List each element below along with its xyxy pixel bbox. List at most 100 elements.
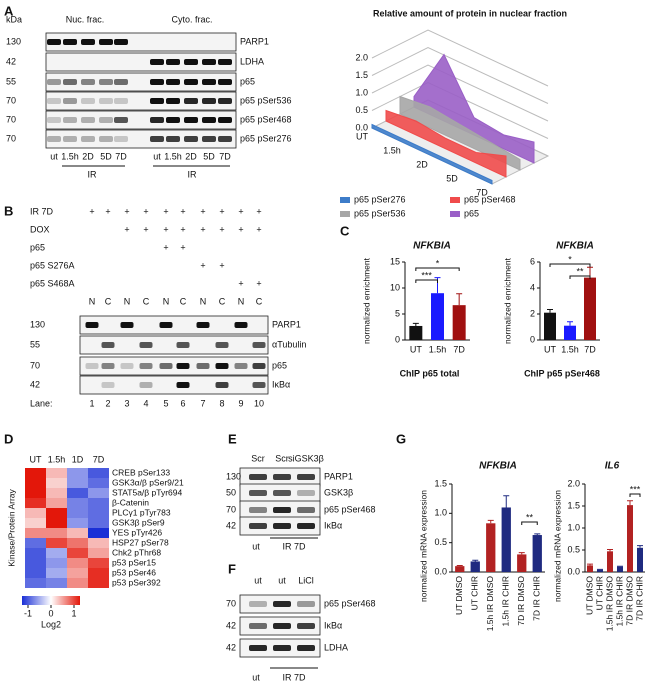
chart-title: NFKBIA bbox=[413, 241, 451, 252]
fraction-label: N bbox=[124, 296, 131, 306]
y-tick-label: 0.0 bbox=[434, 566, 447, 576]
lane-label: ut bbox=[50, 151, 58, 161]
lane-label: LiCl bbox=[298, 575, 314, 585]
heatmap-cell bbox=[46, 548, 67, 558]
blot-band bbox=[184, 136, 198, 142]
blot-band bbox=[99, 79, 113, 85]
blot-band bbox=[159, 322, 173, 328]
heatmap-cell bbox=[46, 488, 67, 498]
blot-band bbox=[166, 117, 180, 123]
legend-swatch bbox=[340, 211, 350, 217]
lane-number: 2 bbox=[105, 398, 110, 408]
row-label: p53 pSer46 bbox=[112, 567, 156, 577]
lane-number: 8 bbox=[219, 398, 224, 408]
condition-mark: + bbox=[238, 224, 243, 234]
blot-band bbox=[166, 79, 180, 85]
condition-mark: + bbox=[143, 206, 148, 216]
blot-band bbox=[273, 645, 291, 651]
heatmap-cell bbox=[88, 468, 109, 478]
panel-letter: D bbox=[4, 431, 13, 446]
protein-label: LDHA bbox=[324, 642, 348, 652]
condition-mark: + bbox=[124, 224, 129, 234]
legend-label: p65 pSer468 bbox=[464, 194, 516, 204]
column-label: 1D bbox=[72, 454, 84, 464]
bar bbox=[501, 507, 511, 572]
blot-band bbox=[297, 474, 315, 480]
y-axis-label: normalized enrichment bbox=[502, 257, 512, 344]
row-label: YES pTyr426 bbox=[112, 527, 162, 537]
error-bar bbox=[518, 552, 525, 555]
blot-band bbox=[47, 136, 61, 142]
kda-label: 55 bbox=[6, 76, 16, 86]
chart-title: IL6 bbox=[605, 461, 620, 472]
condition-mark: + bbox=[89, 206, 94, 216]
lane-label: ut bbox=[252, 541, 260, 551]
x-tick-label: 1.5h IR DMSO bbox=[604, 576, 614, 632]
kda-label: 70 bbox=[6, 95, 16, 105]
row-label: PLCγ1 pTyr783 bbox=[112, 507, 171, 517]
y-tick-label: 0.5 bbox=[434, 537, 447, 547]
blot-band bbox=[120, 322, 134, 328]
x-tick-label: UT DMSO bbox=[584, 576, 594, 615]
row-label: β-Catenin bbox=[112, 497, 149, 507]
bar bbox=[584, 277, 596, 340]
fraction-label: C bbox=[143, 296, 150, 306]
significance-label: *** bbox=[421, 270, 432, 280]
heatmap-cell bbox=[67, 578, 88, 588]
heatmap-cell bbox=[67, 548, 88, 558]
column-label: 7D bbox=[93, 454, 105, 464]
x-tick-label: 1.5h IR CHIR bbox=[501, 576, 511, 627]
protein-label: p65 pSer276 bbox=[240, 133, 292, 143]
blot-band bbox=[114, 117, 128, 123]
bar bbox=[452, 305, 466, 340]
y-axis-label: Kinase/Protein Array bbox=[6, 489, 16, 567]
blot-band bbox=[47, 79, 61, 85]
x-tick-label: UT bbox=[410, 344, 422, 354]
condition-mark: + bbox=[238, 278, 243, 288]
blot-band bbox=[114, 136, 128, 142]
blot-band bbox=[273, 474, 291, 480]
blot-strip bbox=[45, 72, 237, 92]
heatmap-cell bbox=[25, 518, 46, 528]
treatment-label: IR 7D bbox=[282, 541, 306, 551]
condition-mark: + bbox=[219, 224, 224, 234]
protein-label: p65 pSer536 bbox=[240, 95, 292, 105]
lane-label: 5D bbox=[100, 151, 112, 161]
y-tick-label: 6 bbox=[530, 256, 535, 266]
blot-band bbox=[99, 136, 113, 142]
heatmap-cell bbox=[25, 558, 46, 568]
condition-mark: + bbox=[180, 224, 185, 234]
x-axis-label: ChIP p65 total bbox=[400, 368, 460, 378]
protein-label: PARP1 bbox=[240, 36, 269, 46]
y-tick-label: 4 bbox=[530, 282, 535, 292]
legend-label: p65 bbox=[464, 208, 479, 218]
heatmap-cell bbox=[46, 468, 67, 478]
blot-band bbox=[215, 382, 229, 388]
heatmap-cell bbox=[67, 498, 88, 508]
blot-band bbox=[249, 507, 267, 513]
lane-number: 10 bbox=[254, 398, 264, 408]
condition-label: p65 bbox=[30, 242, 45, 252]
error-bar bbox=[547, 308, 553, 313]
error-bar bbox=[637, 545, 643, 548]
legend-label: p65 pSer276 bbox=[354, 194, 406, 204]
kda-label: 50 bbox=[226, 487, 236, 497]
lane-number: 4 bbox=[143, 398, 148, 408]
condition-mark: + bbox=[124, 206, 129, 216]
fraction-label: C bbox=[256, 296, 263, 306]
blot-band bbox=[150, 136, 164, 142]
y-tick-label: 5 bbox=[395, 308, 400, 318]
heatmap-cell bbox=[88, 488, 109, 498]
blot-band bbox=[202, 98, 216, 104]
blot-band bbox=[297, 601, 315, 607]
error-bar bbox=[456, 565, 463, 567]
blot-band bbox=[101, 382, 115, 388]
y-tick-label: 1.5 bbox=[434, 478, 447, 488]
condition-mark: + bbox=[200, 224, 205, 234]
blot-band bbox=[63, 117, 77, 123]
error-bar bbox=[534, 533, 541, 536]
blot-band bbox=[249, 645, 267, 651]
bar bbox=[627, 505, 633, 572]
significance-bracket bbox=[521, 521, 538, 525]
legend-swatch bbox=[450, 211, 460, 217]
